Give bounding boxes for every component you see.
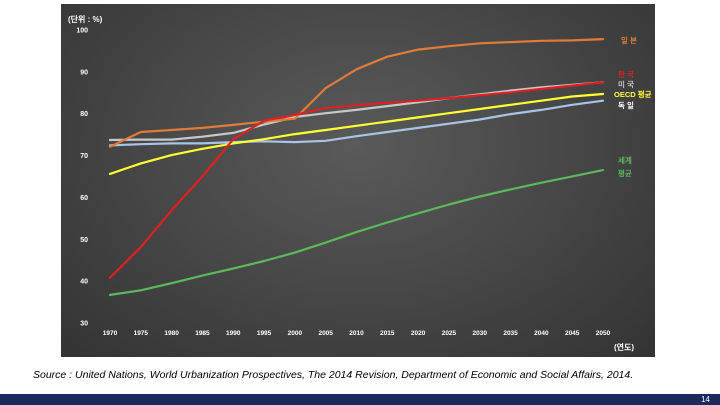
y-tick-label-30: 30 [80, 321, 88, 328]
y-tick-label-40: 40 [80, 279, 88, 286]
series-line-3 [108, 92, 605, 175]
y-tick-label-70: 70 [80, 153, 88, 160]
series-line-5 [108, 169, 605, 296]
footer-bar: 14 [0, 394, 720, 405]
y-tick-label-50: 50 [80, 237, 88, 244]
legend-label-2: 미 국 [618, 79, 634, 89]
series-line-4 [108, 99, 605, 147]
x-tick-label-1980: 1980 [164, 330, 179, 337]
page-number: 14 [701, 395, 710, 404]
x-tick-label-1970: 1970 [103, 330, 118, 337]
y-tick-label-90: 90 [80, 69, 88, 76]
x-tick-label-2045: 2045 [565, 330, 580, 337]
legend-label-1: 한 국 [618, 69, 634, 79]
legend-label-3: OECD 평균 [614, 89, 652, 99]
series-line-2 [108, 81, 605, 142]
x-tick-label-2050: 2050 [596, 330, 611, 337]
x-tick-label-1990: 1990 [226, 330, 241, 337]
x-axis-label: (연도) [614, 343, 635, 352]
y-tick-label-100: 100 [76, 28, 88, 35]
legend-label-6: 평균 [618, 168, 632, 178]
series-line-1 [108, 81, 605, 279]
chart-panel: (단위 : %) (연도) 30 40 50 60 70 80 90 100 1970 1975 1… [61, 4, 655, 357]
unit-label: (단위 : %) [68, 15, 103, 24]
x-tick-label-2035: 2035 [503, 330, 518, 337]
series-line-0 [108, 37, 605, 148]
line-chart: 30 40 50 60 70 80 90 100 1970 1975 1980 1985 1990 199… [76, 28, 652, 338]
x-tick-label-2010: 2010 [349, 330, 364, 337]
legend-label-5: 세계 [618, 155, 632, 165]
x-tick-label-1975: 1975 [134, 330, 149, 337]
source-citation: Source : United Nations, World Urbanizat… [33, 369, 634, 381]
x-tick-label-1985: 1985 [195, 330, 210, 337]
x-tick-label-2025: 2025 [442, 330, 457, 337]
x-tick-label-2000: 2000 [288, 330, 303, 337]
legend-label-0: 일 본 [621, 35, 637, 45]
y-tick-label-80: 80 [80, 111, 88, 118]
x-tick-label-2005: 2005 [318, 330, 333, 337]
y-tick-label-60: 60 [80, 195, 88, 202]
legend-label-4: 독 일 [618, 100, 634, 110]
x-tick-label-2030: 2030 [473, 330, 488, 337]
x-tick-label-2020: 2020 [411, 330, 426, 337]
x-tick-label-2040: 2040 [534, 330, 549, 337]
x-tick-label-2015: 2015 [380, 330, 395, 337]
x-tick-label-1995: 1995 [257, 330, 272, 337]
